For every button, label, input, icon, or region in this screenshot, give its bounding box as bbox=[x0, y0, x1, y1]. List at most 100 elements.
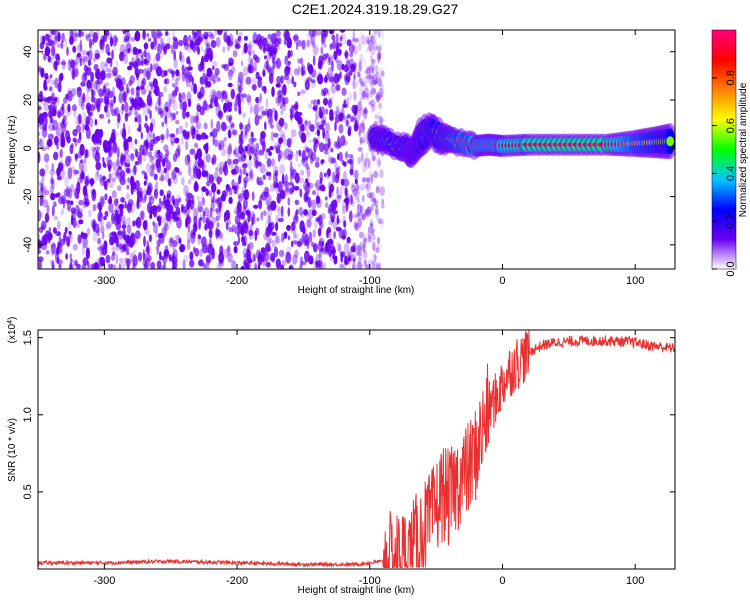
noise-speckle bbox=[208, 174, 215, 184]
noise-speckle bbox=[278, 117, 285, 127]
noise-speckle bbox=[304, 184, 311, 195]
noise-speckle bbox=[57, 96, 60, 106]
signal-core bbox=[666, 136, 675, 147]
noise-speckle bbox=[346, 114, 351, 119]
noise-speckle bbox=[360, 87, 363, 98]
spectrogram-y-label: Frequency (Hz) bbox=[7, 116, 18, 185]
noise-speckle bbox=[361, 119, 365, 131]
noise-speckle bbox=[287, 50, 291, 59]
noise-speckle bbox=[191, 35, 196, 47]
noise-speckle bbox=[327, 66, 334, 79]
noise-speckle bbox=[364, 232, 371, 244]
noise-speckle bbox=[355, 78, 359, 90]
noise-speckle bbox=[165, 171, 170, 183]
noise-speckle bbox=[380, 30, 385, 41]
noise-speckle bbox=[237, 35, 242, 42]
noise-speckle bbox=[320, 247, 324, 252]
noise-speckle bbox=[134, 230, 141, 240]
noise-speckle bbox=[317, 73, 324, 85]
noise-speckle bbox=[103, 95, 109, 104]
noise-speckle bbox=[99, 195, 105, 208]
noise-speckle bbox=[350, 117, 355, 123]
noise-speckle bbox=[82, 257, 89, 266]
noise-speckle bbox=[201, 170, 207, 178]
noise-speckle bbox=[220, 121, 227, 132]
noise-speckle bbox=[343, 220, 347, 228]
noise-speckle bbox=[86, 34, 90, 42]
noise-speckle bbox=[101, 246, 108, 256]
noise-speckle bbox=[325, 108, 328, 115]
colorbar-tick-label: 0.6 bbox=[725, 118, 737, 133]
noise-speckle bbox=[269, 124, 275, 129]
noise-speckle bbox=[371, 203, 374, 212]
noise-speckle bbox=[132, 262, 136, 269]
noise-speckle bbox=[365, 207, 369, 216]
noise-speckle bbox=[208, 94, 213, 103]
noise-speckle bbox=[124, 201, 127, 209]
noise-speckle bbox=[356, 203, 362, 216]
noise-speckle bbox=[260, 194, 263, 200]
noise-speckle bbox=[216, 120, 221, 132]
noise-speckle bbox=[58, 263, 62, 269]
noise-speckle bbox=[150, 63, 153, 73]
noise-speckle bbox=[291, 221, 296, 232]
noise-speckle bbox=[126, 236, 132, 244]
noise-speckle bbox=[233, 129, 237, 137]
noise-speckle bbox=[58, 259, 63, 265]
noise-speckle bbox=[142, 220, 148, 231]
noise-speckle bbox=[358, 129, 361, 138]
noise-speckle bbox=[271, 38, 277, 46]
noise-speckle bbox=[324, 130, 330, 142]
noise-speckle bbox=[202, 210, 206, 217]
noise-speckle bbox=[271, 86, 275, 98]
noise-speckle bbox=[52, 119, 58, 131]
noise-speckle bbox=[81, 123, 85, 134]
noise-speckle bbox=[75, 55, 79, 65]
noise-speckle bbox=[272, 44, 278, 56]
noise-speckle bbox=[58, 236, 62, 246]
noise-speckle bbox=[184, 155, 191, 167]
noise-speckle bbox=[248, 65, 255, 74]
snr-panel: -300 -200 -100 0 100 0.51.01.5 Height of str… bbox=[7, 317, 676, 596]
noise-speckle bbox=[365, 184, 369, 194]
noise-speckle bbox=[153, 88, 159, 95]
noise-speckle bbox=[353, 38, 360, 43]
noise-speckle bbox=[303, 181, 309, 191]
noise-speckle bbox=[292, 240, 298, 245]
noise-speckle bbox=[375, 45, 382, 52]
noise-speckle bbox=[59, 148, 63, 159]
noise-speckle bbox=[190, 114, 195, 125]
x-tick-label: 100 bbox=[626, 575, 644, 587]
noise-speckle bbox=[215, 105, 221, 117]
noise-speckle bbox=[365, 75, 371, 80]
noise-speckle bbox=[227, 69, 234, 77]
noise-speckle bbox=[210, 40, 217, 48]
noise-speckle bbox=[362, 77, 367, 88]
noise-speckle bbox=[327, 239, 333, 245]
noise-speckle bbox=[43, 153, 50, 163]
noise-speckle bbox=[324, 74, 328, 82]
noise-speckle bbox=[91, 88, 94, 99]
noise-speckle bbox=[214, 96, 218, 107]
noise-speckle bbox=[312, 55, 316, 66]
noise-speckle bbox=[359, 136, 363, 145]
noise-speckle bbox=[306, 131, 311, 138]
noise-speckle bbox=[193, 83, 198, 95]
noise-speckle bbox=[169, 112, 173, 117]
noise-speckle bbox=[231, 260, 237, 269]
noise-speckle bbox=[281, 97, 286, 107]
noise-speckle bbox=[201, 162, 207, 170]
colorbar-label: Normalized spectral amplitude bbox=[738, 82, 749, 217]
noise-speckle bbox=[94, 223, 100, 234]
noise-speckle bbox=[380, 83, 384, 90]
noise-speckle bbox=[357, 244, 363, 257]
noise-speckle bbox=[365, 35, 370, 45]
noise-speckle bbox=[148, 96, 153, 107]
noise-speckle bbox=[236, 201, 242, 213]
noise-speckle bbox=[184, 121, 189, 129]
noise-speckle bbox=[235, 42, 239, 48]
noise-speckle bbox=[80, 81, 86, 87]
noise-speckle bbox=[66, 200, 72, 212]
noise-speckle bbox=[253, 204, 259, 209]
noise-speckle bbox=[208, 190, 213, 197]
